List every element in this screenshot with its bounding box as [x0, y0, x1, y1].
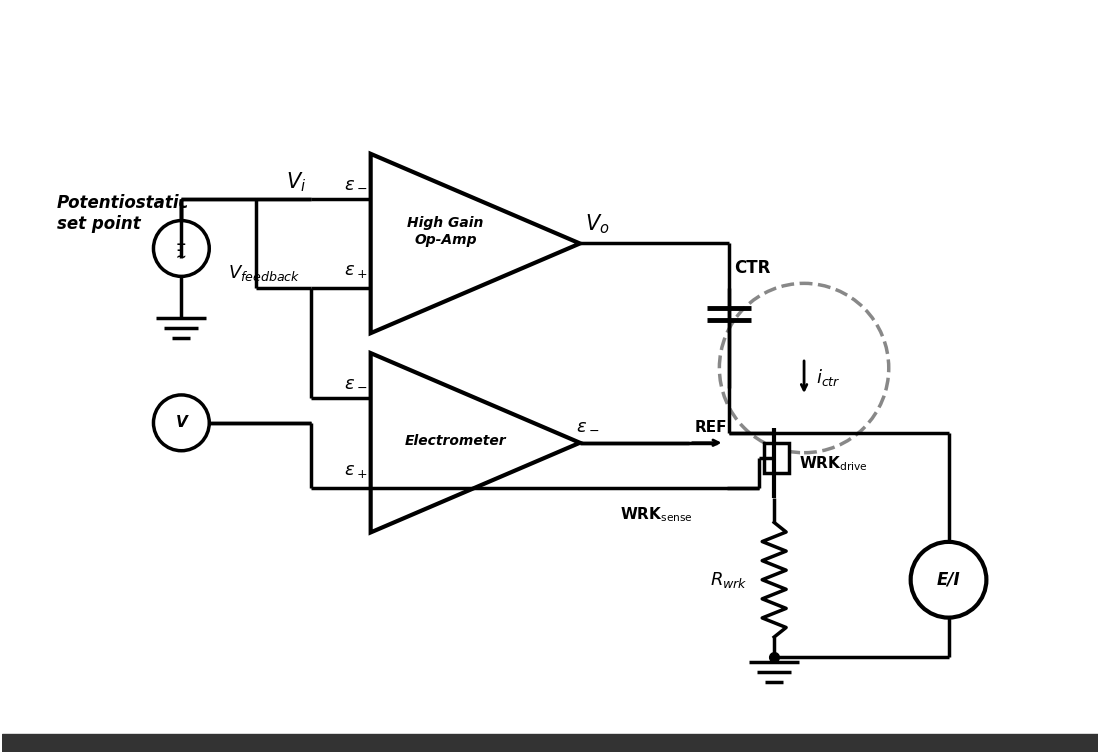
Text: ~: ~ — [176, 251, 187, 264]
Text: $\epsilon_+$: $\epsilon_+$ — [344, 462, 367, 480]
Text: CTR: CTR — [735, 259, 771, 277]
Text: $i_{ctr}$: $i_{ctr}$ — [816, 367, 840, 389]
Text: $\epsilon_-$: $\epsilon_-$ — [344, 172, 367, 191]
Text: REF: REF — [694, 419, 727, 434]
Text: -: - — [177, 244, 182, 257]
Bar — [2, 733, 1098, 751]
Bar — [764, 443, 789, 473]
Text: +: + — [176, 238, 187, 251]
Text: Electrometer: Electrometer — [405, 434, 506, 448]
Text: $\epsilon_-$: $\epsilon_-$ — [576, 415, 600, 433]
Text: $R_{wrk}$: $R_{wrk}$ — [711, 570, 748, 590]
Text: Potentiostatic
set point: Potentiostatic set point — [57, 194, 189, 233]
Text: E/I: E/I — [937, 571, 960, 589]
Text: $\epsilon_-$: $\epsilon_-$ — [344, 372, 367, 390]
Text: High Gain
Op-Amp: High Gain Op-Amp — [407, 216, 484, 247]
Text: $V_{feedback}$: $V_{feedback}$ — [229, 264, 301, 283]
Text: V: V — [176, 416, 187, 430]
Text: $\epsilon_+$: $\epsilon_+$ — [344, 262, 367, 280]
Text: WRK$_{\mathrm{sense}}$: WRK$_{\mathrm{sense}}$ — [619, 505, 693, 524]
Text: WRK$_{\mathrm{drive}}$: WRK$_{\mathrm{drive}}$ — [799, 454, 868, 473]
Text: $V_i$: $V_i$ — [286, 170, 306, 194]
Text: $V_o$: $V_o$ — [585, 212, 609, 236]
